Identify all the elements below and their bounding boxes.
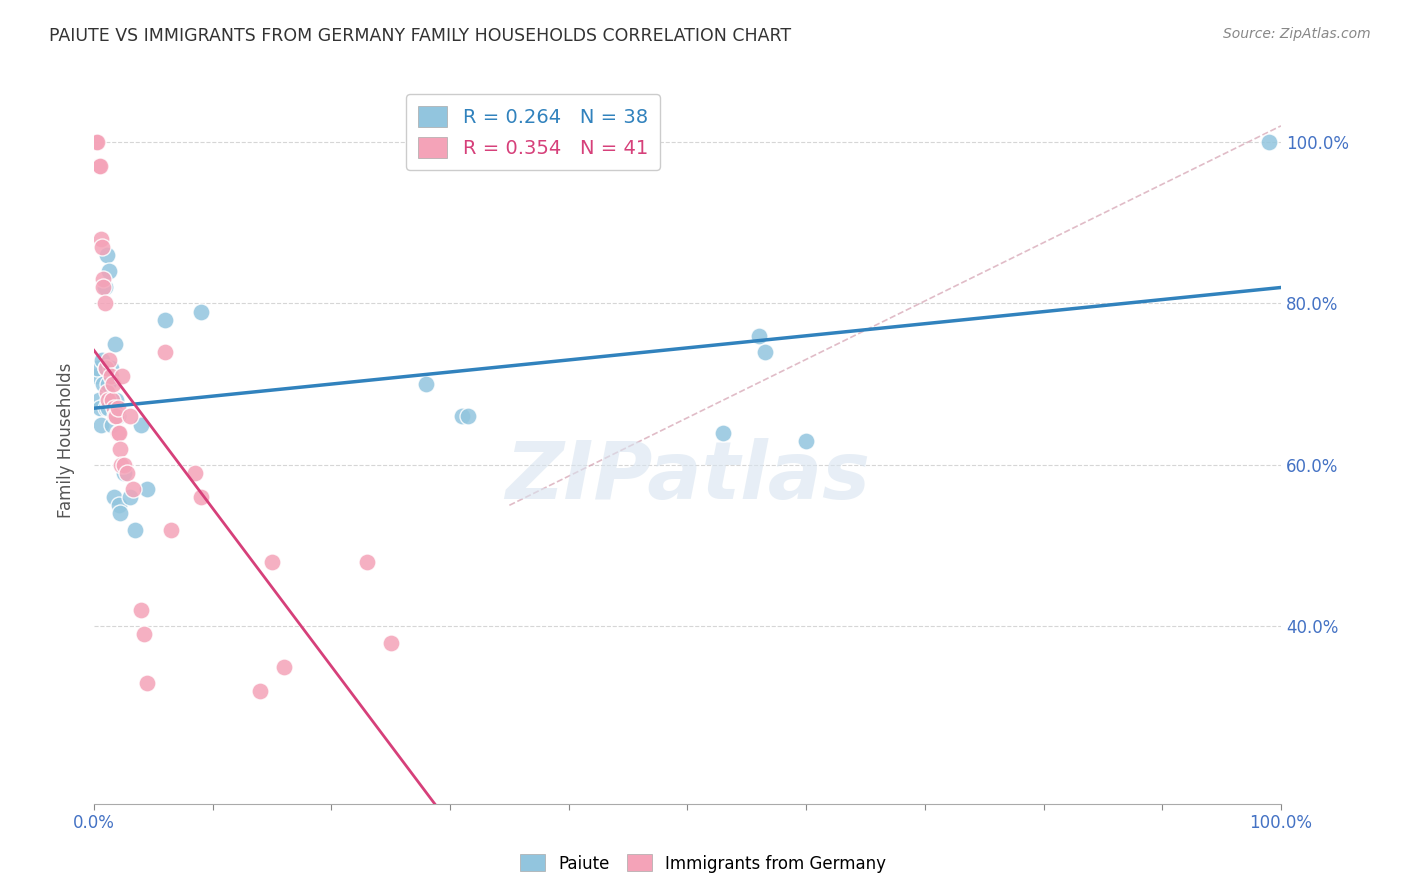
- Point: [380, 635, 402, 649]
- Point: [111, 369, 134, 384]
- Point: [107, 401, 129, 416]
- Point: [754, 345, 776, 359]
- Point: [107, 409, 129, 424]
- Point: [87, 393, 110, 408]
- Point: [794, 434, 817, 448]
- Point: [249, 684, 271, 698]
- Point: [91, 353, 114, 368]
- Point: [1258, 135, 1281, 149]
- Point: [415, 377, 437, 392]
- Point: [93, 377, 115, 392]
- Point: [98, 353, 121, 368]
- Point: [94, 361, 117, 376]
- Point: [100, 417, 122, 432]
- Point: [89, 159, 111, 173]
- Point: [84, 135, 107, 149]
- Point: [105, 393, 128, 408]
- Point: [110, 458, 132, 472]
- Point: [96, 385, 118, 400]
- Point: [97, 393, 120, 408]
- Point: [105, 409, 128, 424]
- Point: [86, 135, 108, 149]
- Point: [260, 555, 283, 569]
- Point: [100, 369, 122, 384]
- Point: [273, 659, 295, 673]
- Point: [457, 409, 479, 424]
- Point: [451, 409, 474, 424]
- Point: [115, 466, 138, 480]
- Point: [711, 425, 734, 440]
- Point: [131, 417, 153, 432]
- Point: [93, 272, 115, 286]
- Point: [153, 345, 176, 359]
- Point: [103, 490, 125, 504]
- Point: [124, 523, 146, 537]
- Text: PAIUTE VS IMMIGRANTS FROM GERMANY FAMILY HOUSEHOLDS CORRELATION CHART: PAIUTE VS IMMIGRANTS FROM GERMANY FAMILY…: [49, 27, 792, 45]
- Point: [190, 304, 212, 318]
- Point: [108, 425, 131, 440]
- Point: [97, 377, 120, 392]
- Point: [93, 280, 115, 294]
- Point: [86, 361, 108, 376]
- Point: [94, 401, 117, 416]
- Point: [132, 627, 155, 641]
- Point: [108, 507, 131, 521]
- Point: [97, 401, 120, 416]
- Point: [118, 409, 141, 424]
- Point: [190, 490, 212, 504]
- Point: [122, 482, 145, 496]
- Point: [103, 401, 125, 416]
- Point: [108, 442, 131, 456]
- Point: [136, 482, 159, 496]
- Point: [136, 676, 159, 690]
- Point: [93, 280, 115, 294]
- Legend: R = 0.264   N = 38, R = 0.354   N = 41: R = 0.264 N = 38, R = 0.354 N = 41: [406, 95, 659, 169]
- Point: [108, 498, 131, 512]
- Point: [100, 361, 122, 376]
- Point: [101, 377, 124, 392]
- Point: [84, 369, 107, 384]
- Point: [112, 466, 135, 480]
- Point: [748, 328, 770, 343]
- Point: [184, 466, 207, 480]
- Point: [96, 248, 118, 262]
- Text: ZIPatlas: ZIPatlas: [505, 438, 870, 516]
- Point: [101, 393, 124, 408]
- Point: [87, 159, 110, 173]
- Point: [90, 417, 112, 432]
- Point: [90, 232, 112, 246]
- Point: [93, 296, 115, 310]
- Y-axis label: Family Households: Family Households: [58, 363, 75, 518]
- Point: [118, 490, 141, 504]
- Point: [112, 458, 135, 472]
- Point: [104, 336, 127, 351]
- Point: [160, 523, 183, 537]
- Point: [104, 409, 127, 424]
- Legend: Paiute, Immigrants from Germany: Paiute, Immigrants from Germany: [513, 847, 893, 880]
- Point: [100, 393, 122, 408]
- Point: [356, 555, 378, 569]
- Point: [94, 361, 117, 376]
- Point: [89, 401, 111, 416]
- Point: [91, 240, 114, 254]
- Text: Source: ZipAtlas.com: Source: ZipAtlas.com: [1223, 27, 1371, 41]
- Point: [98, 264, 121, 278]
- Point: [131, 603, 153, 617]
- Point: [153, 312, 176, 326]
- Point: [107, 425, 129, 440]
